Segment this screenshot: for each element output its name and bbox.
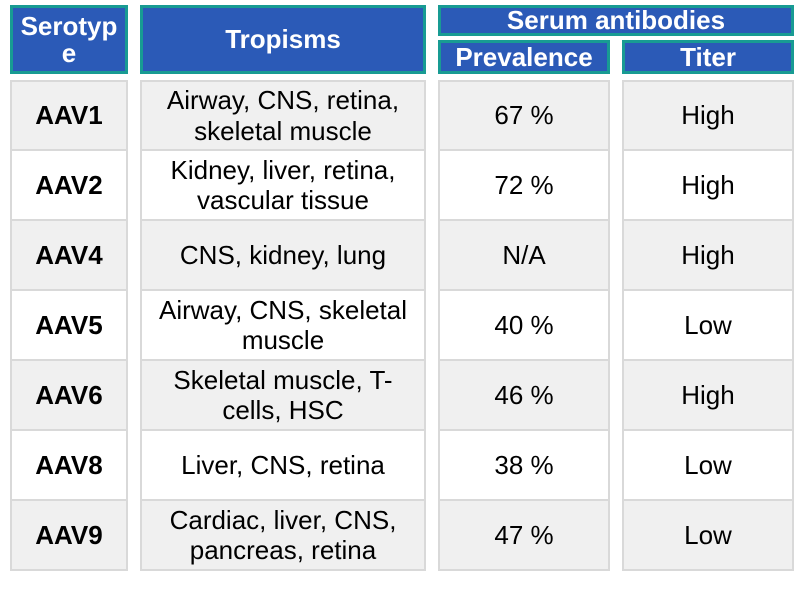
titer-cell: Low	[622, 501, 794, 572]
header-serotype: Serotype	[10, 5, 128, 74]
serotype-cell: AAV1	[10, 80, 128, 152]
tropisms-cell: Liver, CNS, retina	[140, 431, 426, 502]
titer-cell: Low	[622, 291, 794, 362]
table-header: Serotype Tropisms Serum antibodies Preva…	[10, 5, 794, 74]
prevalence-cell: 72 %	[438, 151, 610, 222]
serotype-cell: AAV8	[10, 431, 128, 502]
prevalence-cell: 38 %	[438, 431, 610, 502]
titer-cell: Low	[622, 431, 794, 502]
header-serum-antibodies: Serum antibodies	[438, 5, 794, 36]
titer-cell: High	[622, 80, 794, 152]
titer-cell: High	[622, 151, 794, 222]
tropisms-cell: Airway, CNS, skeletal muscle	[140, 291, 426, 362]
tropisms-cell: Skeletal muscle, T-cells, HSC	[140, 361, 426, 432]
tropisms-cell: Airway, CNS, retina, skeletal muscle	[140, 80, 426, 152]
header-tropisms: Tropisms	[140, 5, 426, 74]
serotype-cell: AAV2	[10, 151, 128, 222]
tropisms-cell: Cardiac, liver, CNS, pancreas, retina	[140, 501, 426, 572]
prevalence-cell: 46 %	[438, 361, 610, 432]
tropisms-cell: Kidney, liver, retina, vascular tissue	[140, 151, 426, 222]
prevalence-cell: 40 %	[438, 291, 610, 362]
serotype-cell: AAV4	[10, 221, 128, 292]
serotype-cell: AAV6	[10, 361, 128, 432]
table-body: AAV1 Airway, CNS, retina, skeletal muscl…	[10, 80, 794, 572]
tropisms-cell: CNS, kidney, lung	[140, 221, 426, 292]
header-prevalence: Prevalence	[438, 40, 610, 74]
prevalence-cell: 47 %	[438, 501, 610, 572]
prevalence-cell: 67 %	[438, 80, 610, 152]
titer-cell: High	[622, 361, 794, 432]
serotype-cell: AAV9	[10, 501, 128, 572]
serotype-cell: AAV5	[10, 291, 128, 362]
titer-cell: High	[622, 221, 794, 292]
header-titer: Titer	[622, 40, 794, 74]
prevalence-cell: N/A	[438, 221, 610, 292]
